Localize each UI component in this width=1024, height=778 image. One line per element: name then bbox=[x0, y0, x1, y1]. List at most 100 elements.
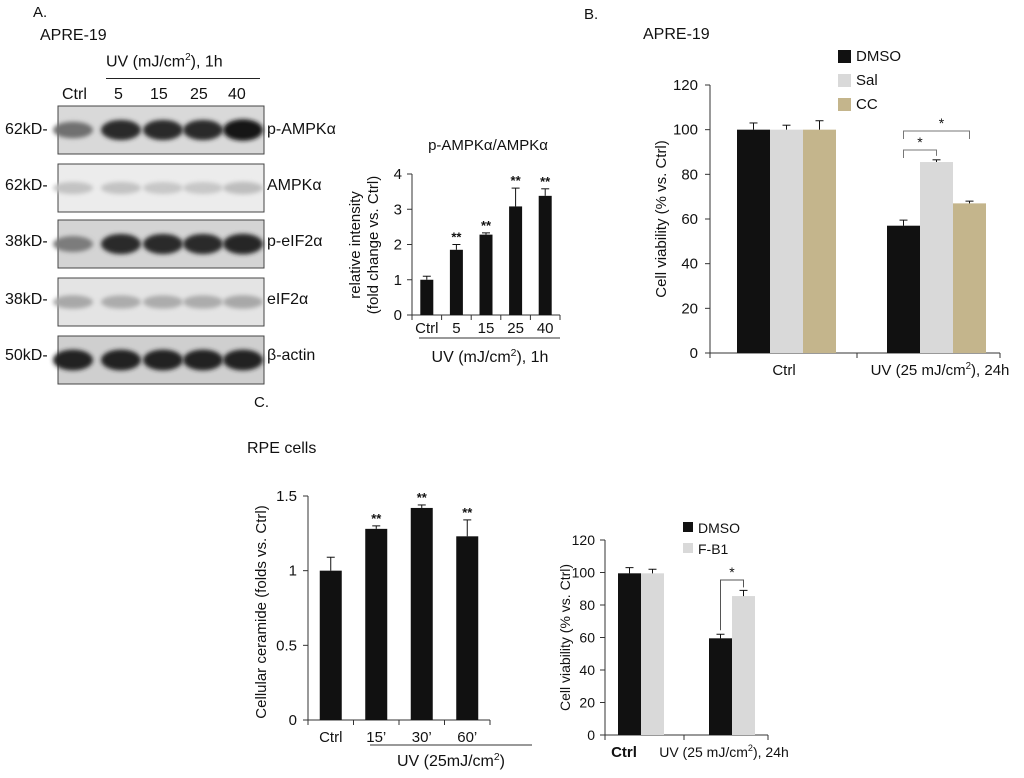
significance-bracket bbox=[720, 579, 744, 631]
y-tick-label: 80 bbox=[681, 166, 698, 183]
blot-label: p-AMPKα bbox=[267, 121, 336, 138]
bar bbox=[456, 536, 479, 720]
bar bbox=[732, 596, 755, 735]
blot-band bbox=[53, 295, 93, 309]
uv-header-sup: 2 bbox=[185, 52, 191, 63]
bar bbox=[509, 206, 523, 315]
bar bbox=[618, 573, 641, 735]
significance-bracket bbox=[903, 130, 970, 139]
bar bbox=[737, 129, 770, 353]
bar bbox=[479, 234, 493, 315]
y-axis-label: Cell viability (% vs. Ctrl) bbox=[557, 564, 573, 711]
significance-marker: ** bbox=[540, 174, 551, 189]
bar bbox=[538, 195, 552, 315]
y-tick-label: 40 bbox=[681, 256, 698, 273]
x-axis-label: UV (25mJ/cm2) bbox=[397, 752, 505, 770]
panel-a-uv-header: UV (mJ/cm2), 1h bbox=[106, 52, 223, 71]
blot-band bbox=[143, 233, 183, 255]
bar bbox=[641, 573, 664, 735]
blot-band bbox=[143, 119, 183, 141]
panel-b-title: APRE-19 bbox=[643, 26, 710, 43]
x-group-label: Ctrl bbox=[611, 744, 637, 761]
x-tick-label: 15 bbox=[478, 320, 495, 337]
blot-band bbox=[183, 182, 223, 194]
blot-mw: 50kD- bbox=[5, 347, 48, 364]
y-tick-label: 3 bbox=[394, 201, 402, 218]
x-tick-label: 30’ bbox=[412, 729, 432, 746]
y-tick-label: 0 bbox=[690, 345, 698, 362]
blot-mw: 38kD- bbox=[5, 291, 48, 308]
legend-label: DMSO bbox=[698, 520, 740, 536]
significance-marker: ** bbox=[451, 230, 462, 245]
significance-marker: ** bbox=[417, 490, 428, 505]
blot-label: eIF2α bbox=[267, 291, 309, 308]
y-tick-label: 2 bbox=[394, 237, 402, 254]
y-tick-label: 1.5 bbox=[276, 488, 297, 505]
y-tick-label: 0.5 bbox=[276, 637, 297, 654]
legend-label: F-B1 bbox=[698, 541, 729, 557]
blot-band bbox=[183, 119, 223, 141]
bar bbox=[920, 162, 953, 353]
significance-marker: ** bbox=[371, 511, 382, 526]
bar bbox=[803, 129, 836, 353]
significance-marker: * bbox=[729, 564, 735, 580]
legend-label: CC bbox=[856, 96, 878, 113]
significance-marker: * bbox=[917, 134, 923, 150]
y-tick-label: 4 bbox=[394, 166, 402, 183]
y-tick-label: 60 bbox=[579, 630, 595, 646]
blot-band bbox=[53, 349, 93, 371]
blot-band bbox=[53, 121, 93, 139]
y-axis-label: Cellular ceramide (folds vs. Ctrl) bbox=[253, 505, 270, 718]
y-tick-label: 20 bbox=[681, 300, 698, 317]
blot-label: β-actin bbox=[267, 347, 316, 364]
y-tick-label: 20 bbox=[579, 695, 595, 711]
panel-c-letter: C. bbox=[254, 394, 269, 411]
legend-swatch bbox=[838, 98, 851, 111]
y-tick-label: 1 bbox=[394, 272, 402, 289]
blot-band bbox=[143, 182, 183, 194]
blot-strip bbox=[53, 219, 265, 269]
legend-swatch bbox=[683, 522, 693, 532]
legend-swatch bbox=[838, 74, 851, 87]
blot-band bbox=[223, 295, 263, 309]
y-tick-label: 0 bbox=[394, 307, 402, 324]
blot-strip bbox=[53, 105, 265, 155]
chart-viability-b: 0 20 40 60 80 100 120 Ctrl UV (25 mJ/cm2), 24h Ce… bbox=[653, 48, 1009, 379]
chart-ceramide: 0 0.5 1 1.5 Ctrl ** 15’ ** 30’ ** 60’ UV (25mJ/cm2)… bbox=[253, 488, 532, 770]
x-axis-label: UV (mJ/cm2), 1h bbox=[432, 348, 549, 366]
x-tick-label: 5 bbox=[452, 320, 460, 337]
blot-mw: 62kD- bbox=[5, 121, 48, 138]
chart-title: p-AMPKα/AMPKα bbox=[428, 137, 548, 154]
significance-bracket bbox=[903, 149, 937, 158]
blot-band bbox=[101, 349, 141, 371]
legend-label: DMSO bbox=[856, 48, 901, 65]
y-tick-label: 0 bbox=[289, 712, 297, 729]
panel-b-letter: B. bbox=[584, 6, 599, 23]
x-group-label: UV (25 mJ/cm2), 24h bbox=[871, 361, 1010, 379]
panel-a-letter: A. bbox=[33, 4, 48, 21]
lane-label: 5 bbox=[114, 86, 123, 103]
chart-viability-c: 0 20 40 60 80 100 120 Ctrl UV (25 mJ/cm2), 24h Ce… bbox=[557, 520, 789, 761]
blot-band bbox=[101, 295, 141, 309]
x-tick-label: Ctrl bbox=[319, 729, 342, 746]
significance-marker: ** bbox=[481, 218, 492, 233]
blot-band bbox=[101, 119, 141, 141]
x-group-label: Ctrl bbox=[772, 362, 795, 379]
y-tick-label: 0 bbox=[587, 727, 595, 743]
bar bbox=[770, 129, 803, 353]
blot-strip bbox=[53, 277, 265, 327]
blot-strip bbox=[53, 163, 265, 213]
y-tick-label: 100 bbox=[572, 565, 596, 581]
chart-ampk-ratio: p-AMPKα/AMPKα 0 1 2 3 4 Ctrl ** 5 ** 15 ** 25 ** 40 UV … bbox=[347, 137, 561, 366]
blot-mw: 62kD- bbox=[5, 177, 48, 194]
x-tick-label: 60’ bbox=[457, 729, 477, 746]
blot-band bbox=[143, 295, 183, 309]
legend-label: Sal bbox=[856, 72, 878, 89]
x-group-label: UV (25 mJ/cm2), 24h bbox=[659, 743, 789, 760]
blot-band bbox=[101, 181, 141, 195]
y-tick-label: 120 bbox=[572, 532, 596, 548]
significance-marker: * bbox=[939, 115, 945, 131]
